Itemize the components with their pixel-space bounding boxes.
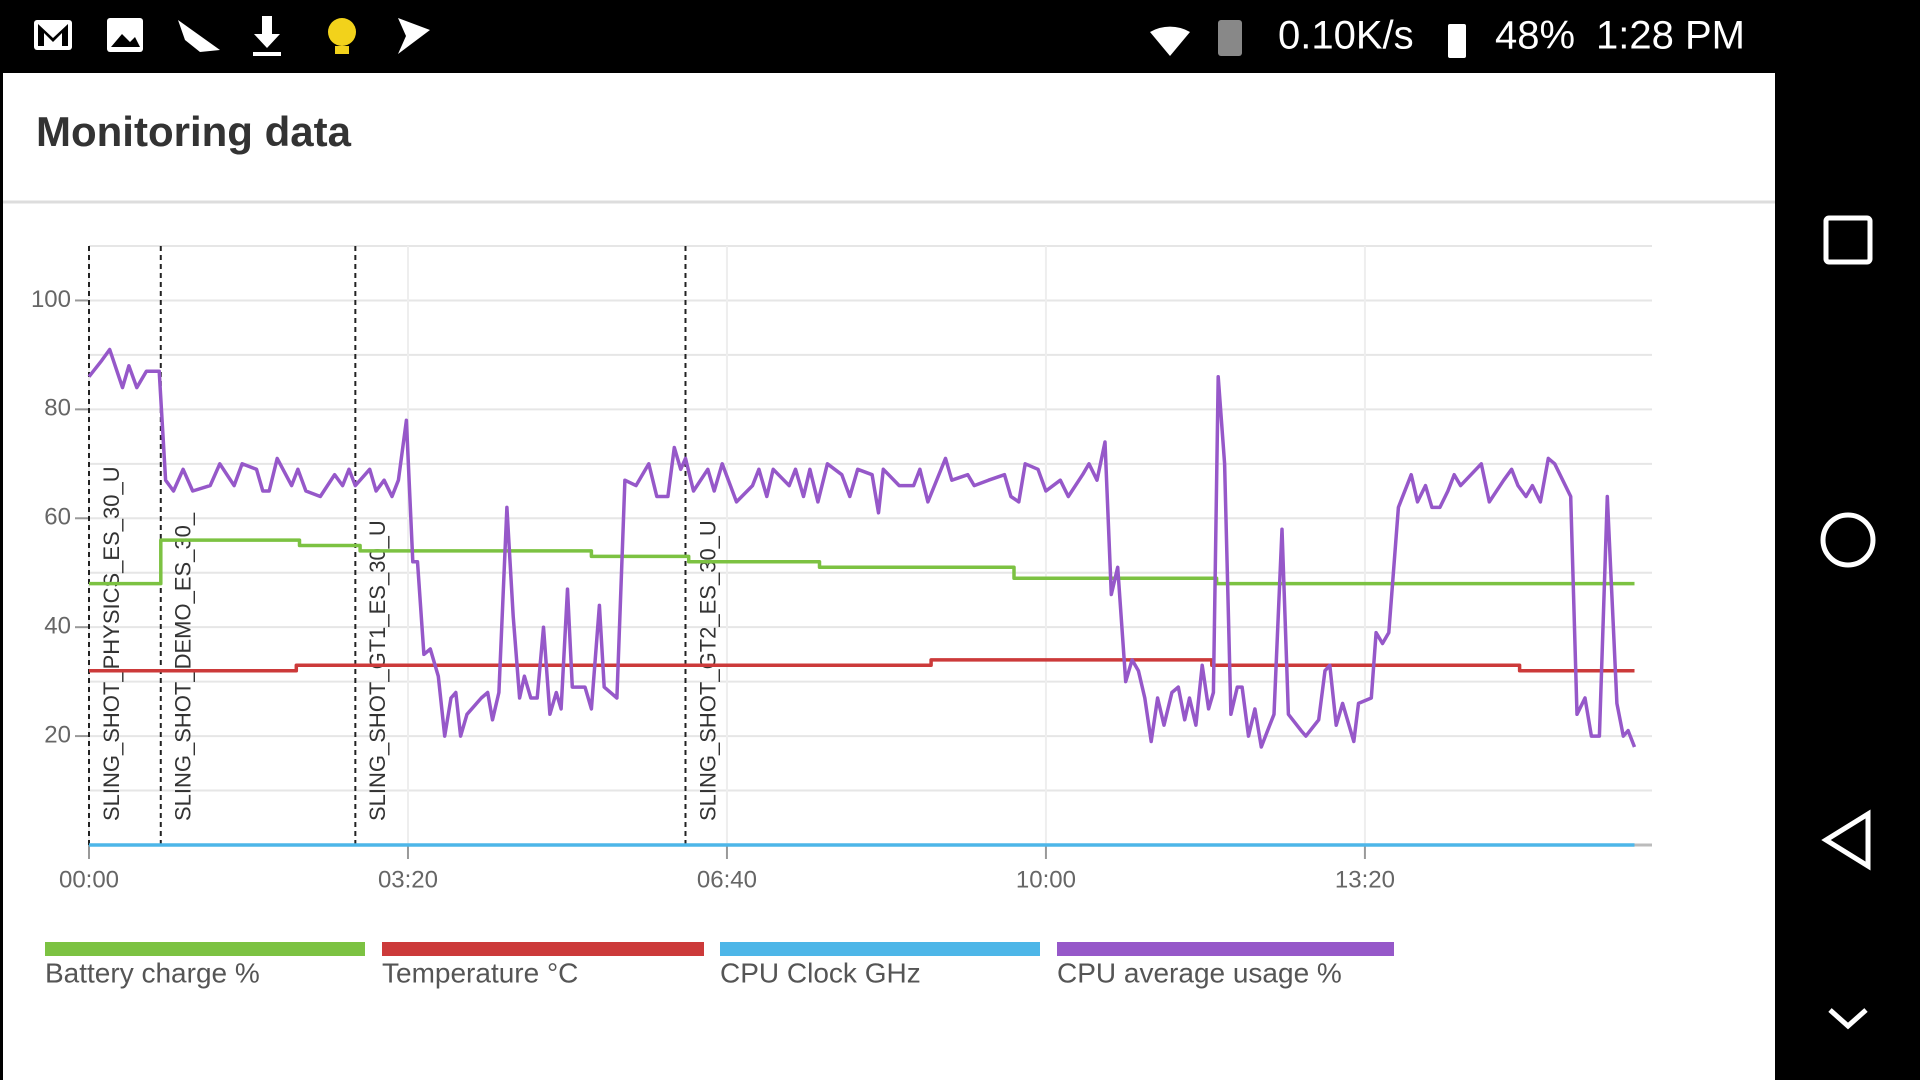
series-line	[87, 347, 1637, 749]
legend-label: CPU average usage %	[1057, 957, 1342, 988]
marker-label: SLING_SHOT_PHYSICS_ES_30_U	[99, 466, 124, 821]
y-tick-label: 40	[44, 613, 71, 640]
y-tick-label: 100	[31, 286, 71, 313]
hide-keyboard[interactable]	[1828, 1008, 1868, 1030]
x-tick-label: 03:20	[378, 866, 438, 893]
status-icons	[34, 16, 1466, 58]
marker-label: SLING_SHOT_GT1_ES_30_U	[365, 520, 390, 821]
series-line	[89, 658, 1635, 673]
network-speed: 0.10K/s	[1278, 14, 1414, 58]
x-tick-label: 00:00	[59, 866, 119, 893]
y-tick-label: 20	[44, 721, 71, 748]
recents-button[interactable]	[1823, 215, 1873, 265]
status-bar	[0, 0, 1920, 71]
x-tick-label: 10:00	[1016, 866, 1076, 893]
legend-swatch	[45, 942, 365, 956]
battery-level: 48%	[1495, 14, 1575, 58]
card-title: Monitoring data	[36, 108, 352, 155]
home-button[interactable]	[1820, 512, 1876, 568]
legend-label: Battery charge %	[45, 957, 260, 988]
x-tick-label: 13:20	[1335, 866, 1395, 893]
x-tick-label: 06:40	[697, 866, 757, 893]
legend-label: Temperature °C	[382, 957, 578, 988]
legend-swatch	[720, 942, 1040, 956]
legend-swatch	[1057, 942, 1394, 956]
marker-label: SLING_SHOT_GT2_ES_30_U	[695, 520, 720, 821]
series-line	[89, 538, 1635, 586]
marker-label: SLING_SHOT_DEMO_ES_30_	[171, 512, 196, 821]
clock: 1:28 PM	[1596, 14, 1745, 58]
y-tick-label: 60	[44, 504, 71, 531]
y-tick-label: 80	[44, 395, 71, 422]
legend-label: CPU Clock GHz	[720, 957, 921, 988]
back-button[interactable]	[1821, 809, 1871, 871]
card	[3, 73, 1775, 1080]
legend-swatch	[382, 942, 704, 956]
nav-bar	[1820, 215, 1876, 1030]
plot-area: 20 40 60 80 100 00:00 03:20 06:40 10:00 13:20 SLIN…	[31, 245, 1652, 988]
